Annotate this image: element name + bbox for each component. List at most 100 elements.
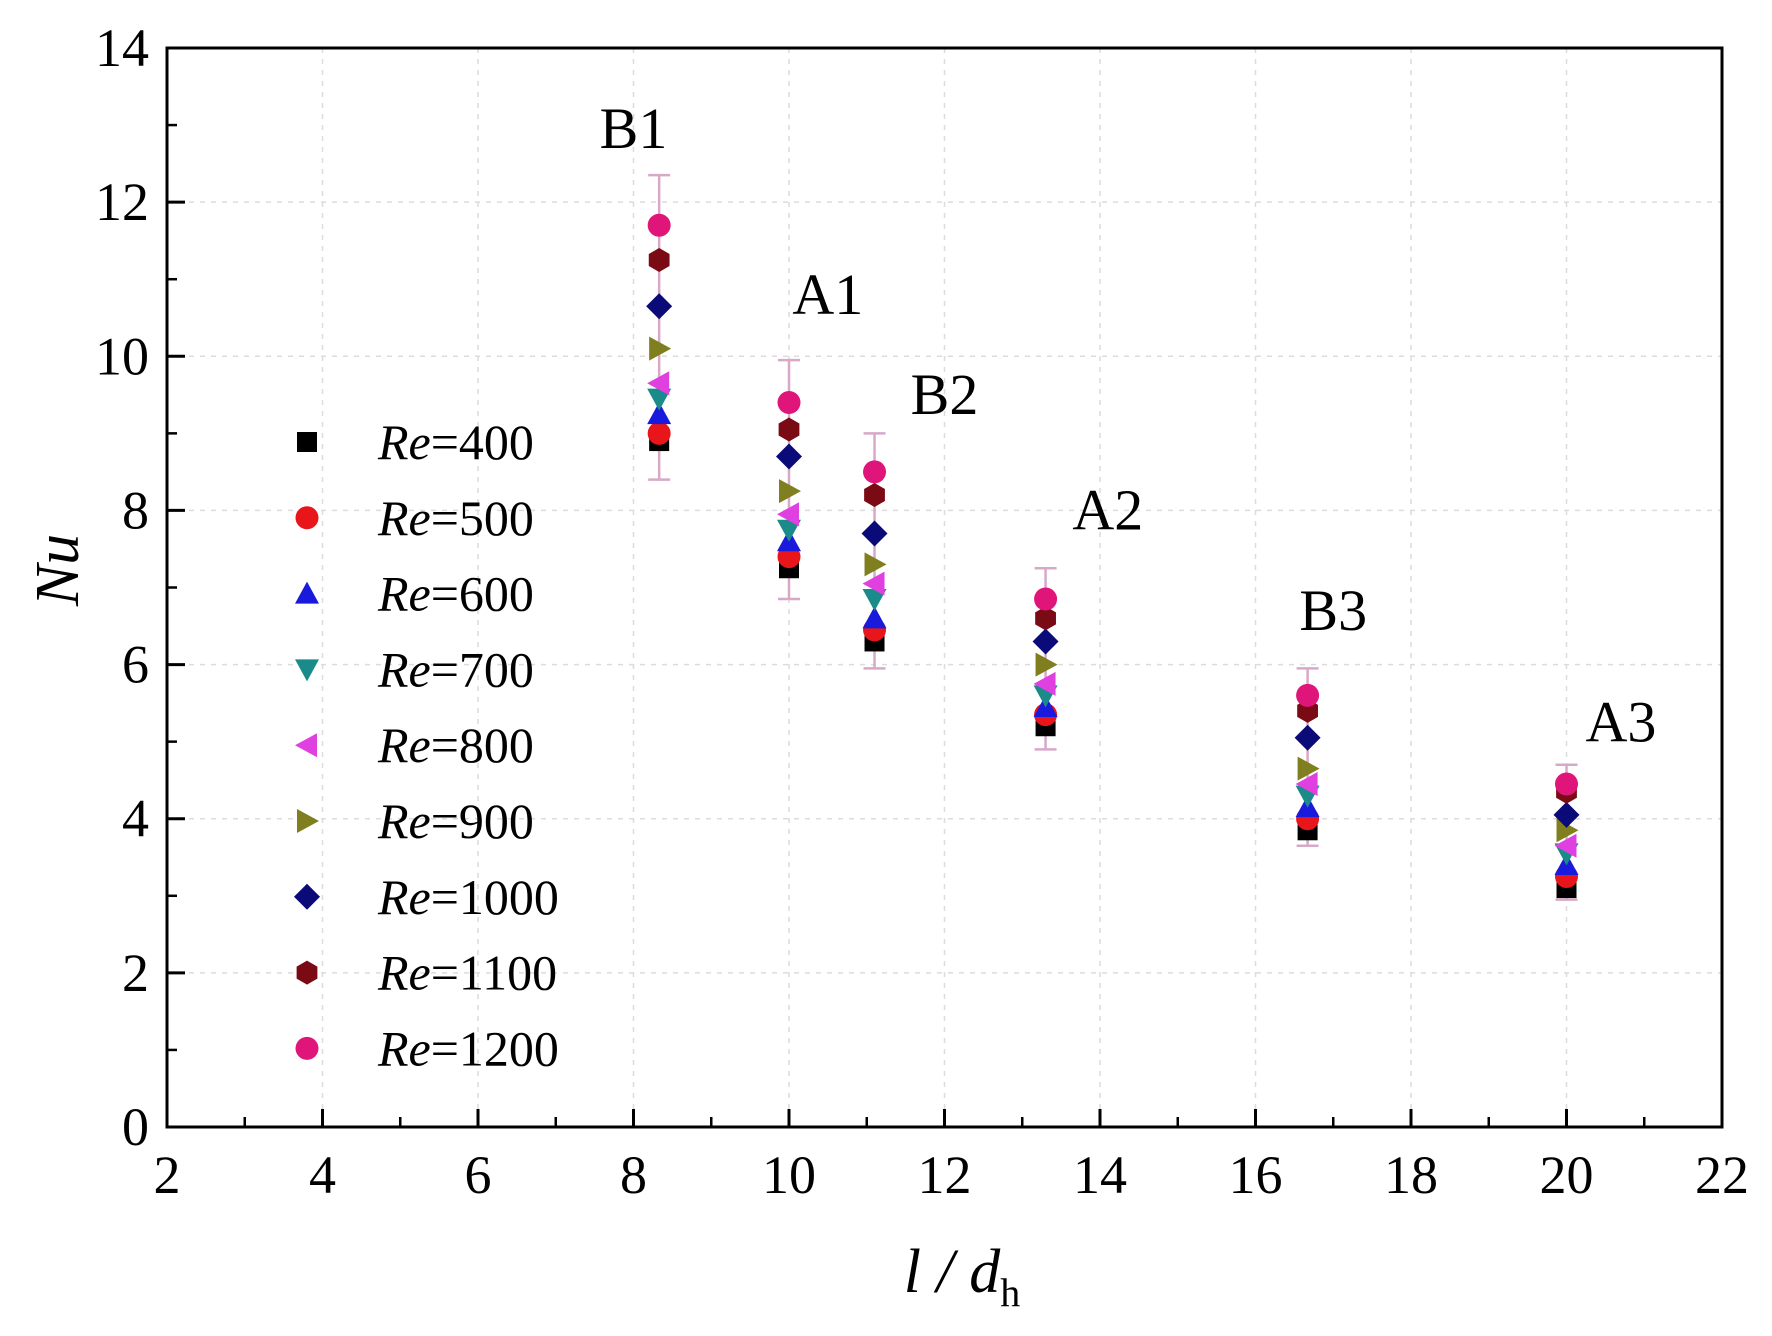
group-label-b1: B1: [600, 96, 668, 161]
x-tick-label: 10: [762, 1145, 816, 1205]
series-re1100: [648, 247, 1577, 804]
data-point: [1296, 683, 1320, 707]
y-tick-label: 14: [95, 18, 149, 78]
legend-label-value: =900: [431, 793, 534, 849]
y-tick-label: 0: [122, 1097, 149, 1157]
legend-label-prefix: Re: [377, 793, 431, 849]
series-re900: [649, 336, 1579, 843]
x-axis-title: l / dh: [904, 1238, 1020, 1315]
legend-marker: [295, 1036, 319, 1060]
data-point: [778, 417, 800, 442]
data-point: [1032, 628, 1059, 655]
x-tick-label: 16: [1229, 1145, 1283, 1205]
legend-label-prefix: Re: [377, 566, 431, 622]
data-point: [862, 589, 887, 612]
legend-label: Re=1100: [377, 945, 557, 1001]
legend-item: Re=1200: [295, 1020, 559, 1076]
data-point: [777, 502, 799, 527]
x-tick-label: 14: [1073, 1145, 1127, 1205]
group-label-b2: B2: [911, 362, 979, 427]
group-label-a3: A3: [1585, 690, 1656, 755]
legend-label: Re=400: [377, 414, 534, 470]
legend-item: Re=800: [295, 717, 534, 773]
data-point: [864, 552, 887, 577]
y-tick-label: 2: [122, 943, 149, 1003]
legend-label-value: =800: [431, 717, 534, 773]
data-point: [862, 606, 887, 629]
group-labels: B1 A1 B2 A2 B3 A3: [600, 96, 1657, 754]
x-tick-label: 22: [1695, 1145, 1749, 1205]
legend-label: Re=900: [377, 793, 534, 849]
legend-item: Re=500: [295, 490, 534, 546]
data-point: [1294, 724, 1321, 751]
data-point: [647, 371, 670, 396]
legend-marker: [297, 809, 319, 833]
legend-label-value: =500: [431, 490, 534, 546]
legend-item: Re=1000: [294, 869, 559, 925]
data-points: [646, 213, 1580, 899]
data-point: [647, 213, 671, 237]
legend-label-value: =1200: [431, 1020, 559, 1076]
data-point: [864, 483, 885, 508]
series-re1200: [647, 213, 1578, 796]
legend-label: Re=700: [377, 641, 534, 697]
legend-marker: [295, 581, 319, 604]
data-point: [1033, 671, 1056, 696]
series-re1000: [646, 293, 1580, 828]
legend-marker: [295, 506, 319, 530]
x-axis-title-subscript: h: [1000, 1270, 1020, 1315]
y-tick-label: 8: [122, 480, 149, 540]
legend-label-value: =700: [431, 641, 534, 697]
x-tick-label: 6: [465, 1145, 492, 1205]
x-tick-label: 2: [154, 1145, 181, 1205]
legend-label: Re=1200: [377, 1020, 559, 1076]
legend-marker: [295, 733, 317, 758]
data-point: [1556, 818, 1579, 843]
legend-label-value: =1000: [431, 869, 559, 925]
group-label-a2: A2: [1072, 478, 1143, 543]
legend-label-prefix: Re: [377, 641, 431, 697]
data-point: [1297, 756, 1320, 781]
x-tick-label: 4: [309, 1145, 336, 1205]
x-tick-label: 20: [1540, 1145, 1594, 1205]
legend-label-value: =400: [431, 414, 534, 470]
group-label-b3: B3: [1299, 578, 1367, 643]
legend-item: Re=600: [295, 566, 534, 622]
y-axis-title: Nu: [24, 534, 92, 607]
x-tick-label: 12: [918, 1145, 972, 1205]
data-point: [649, 336, 672, 361]
data-point: [1554, 833, 1577, 858]
data-point: [647, 421, 671, 445]
legend-marker: [295, 659, 319, 682]
x-tick-label: 8: [620, 1145, 647, 1205]
legend-marker: [294, 883, 320, 910]
data-point: [1035, 652, 1058, 677]
legend-item: Re=1100: [296, 945, 557, 1001]
legend-marker: [296, 960, 318, 985]
y-tick-label: 6: [122, 635, 149, 695]
data-point: [1035, 606, 1056, 631]
data-point: [861, 520, 888, 547]
legend-label: Re=600: [377, 566, 534, 622]
legend-label-prefix: Re: [377, 945, 431, 1001]
legend-label: Re=800: [377, 717, 534, 773]
data-point: [777, 519, 801, 542]
data-point: [648, 247, 670, 272]
legend-label-value: =600: [431, 566, 534, 622]
legend-label: Re=500: [377, 490, 534, 546]
y-tick-label: 4: [122, 789, 149, 849]
data-point: [776, 443, 802, 470]
y-tick-label: 12: [95, 172, 149, 232]
x-tick-label: 18: [1384, 1145, 1438, 1205]
data-point: [863, 460, 887, 484]
legend-label-prefix: Re: [377, 869, 431, 925]
group-label-a1: A1: [792, 262, 863, 327]
data-point: [1553, 801, 1580, 828]
series-re800: [647, 371, 1577, 858]
data-point: [779, 479, 801, 504]
x-axis-title-main: l / d: [904, 1238, 1001, 1306]
legend-label-prefix: Re: [377, 1020, 431, 1076]
